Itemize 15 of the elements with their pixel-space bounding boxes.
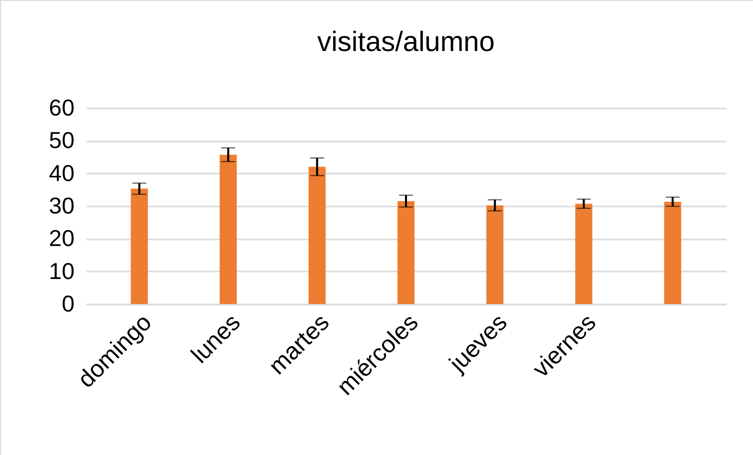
y-tick-label: 30 xyxy=(48,192,74,218)
y-tick-label: 50 xyxy=(48,127,74,154)
chart-title: visitas/alumno xyxy=(317,26,495,57)
y-tick-label: 10 xyxy=(48,258,74,284)
y-tick-label: 20 xyxy=(48,225,74,252)
bar xyxy=(575,204,592,304)
bar xyxy=(220,154,237,304)
bar xyxy=(486,205,504,304)
y-tick-label: 60 xyxy=(48,94,74,120)
y-tick-label: 40 xyxy=(48,160,74,186)
bar xyxy=(664,202,682,304)
bar xyxy=(308,166,326,304)
bar xyxy=(130,188,148,304)
bar xyxy=(397,201,415,304)
y-tick-label: 0 xyxy=(62,290,74,316)
